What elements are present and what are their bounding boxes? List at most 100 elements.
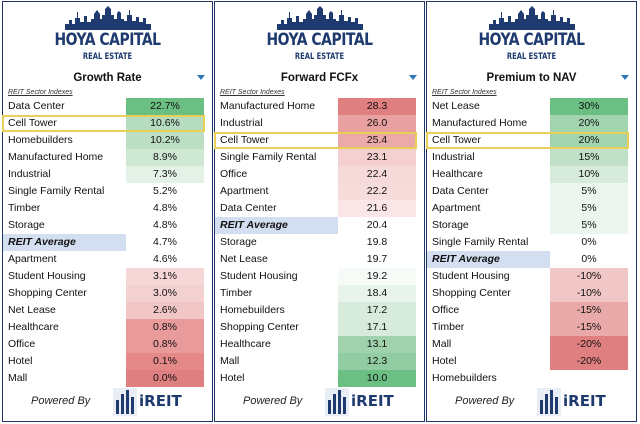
sector-value: -10% — [550, 268, 628, 285]
sector-name: Data Center — [432, 185, 489, 197]
sector-value: 0.8% — [126, 319, 204, 336]
sector-row: Healthcare 0.8% — [3, 319, 212, 336]
sector-value: 22.2 — [338, 183, 416, 200]
sector-value: 13.1 — [338, 336, 416, 353]
sector-row: Cell Tower 20% — [426, 132, 636, 149]
sector-name: Apartment — [8, 253, 57, 265]
sector-name: Cell Tower — [432, 134, 481, 146]
sector-value: 23.1 — [338, 149, 416, 166]
sector-value: -15% — [550, 319, 628, 336]
sector-row: Manufactured Home 28.3 — [215, 98, 424, 115]
sector-row: Data Center 5% — [427, 183, 636, 200]
sector-row: Storage 4.8% — [3, 217, 212, 234]
sector-name: Healthcare — [8, 321, 59, 333]
sector-value: 3.0% — [126, 285, 204, 302]
sector-value: 26.0 — [338, 115, 416, 132]
sector-value: 10.0 — [338, 370, 416, 387]
sector-name: Data Center — [220, 202, 277, 214]
sector-panel: HOYA CAPITAL REAL ESTATE Premium to NAV REI… — [426, 1, 637, 422]
ireit-building-icon — [113, 388, 137, 416]
sector-row: Timber 18.4 — [215, 285, 424, 302]
sector-name: Timber — [220, 287, 253, 299]
sector-row: Homebuilders 10.2% — [3, 132, 212, 149]
sector-name: Office — [8, 338, 36, 350]
powered-by-label: Powered By — [31, 395, 91, 407]
sector-name: Industrial — [8, 168, 51, 180]
sector-row: Industrial 7.3% — [3, 166, 212, 183]
sector-list: Net Lease 30% Manufactured Home 20% Cell Tow… — [426, 98, 636, 387]
reit-average-row: REIT Average 20.4 — [215, 217, 424, 234]
sector-value: 17.1 — [338, 319, 416, 336]
sector-value: 20.4 — [338, 217, 416, 234]
sector-name: Mall — [432, 338, 452, 350]
logo-main-text: HOYA CAPITAL — [266, 30, 373, 50]
sector-name: Cell Tower — [8, 117, 57, 129]
sector-row: Apartment 4.6% — [3, 251, 212, 268]
sector-list: Manufactured Home 28.3 Industrial 26.0 Cell … — [214, 98, 424, 387]
sector-row: Healthcare 13.1 — [215, 336, 424, 353]
sector-name: Manufactured Home — [220, 100, 316, 112]
sector-row: Mall 0.0% — [3, 370, 212, 387]
sector-row: Hotel 10.0 — [215, 370, 424, 387]
sector-value: 5% — [550, 200, 628, 217]
dropdown-arrow-icon[interactable] — [621, 75, 629, 80]
sector-row: Apartment 22.2 — [215, 183, 424, 200]
reit-average-row: REIT Average 0% — [427, 251, 636, 268]
sector-name: REIT Average — [3, 234, 126, 251]
sector-indexes-label: REIT Sector Indexes — [8, 89, 73, 96]
sector-name: REIT Average — [427, 251, 550, 268]
sector-row: Cell Tower 25.4 — [214, 132, 424, 149]
sector-row: Office 0.8% — [3, 336, 212, 353]
sector-value: 0% — [550, 234, 628, 251]
sector-value: 19.2 — [338, 268, 416, 285]
sector-row: Industrial 26.0 — [215, 115, 424, 132]
sector-value: -20% — [550, 353, 628, 370]
sector-row: Student Housing 3.1% — [3, 268, 212, 285]
sector-name: Manufactured Home — [432, 117, 528, 129]
sector-value: 4.8% — [126, 217, 204, 234]
sector-row: Data Center 22.7% — [3, 98, 212, 115]
sector-row: Manufactured Home 8.9% — [3, 149, 212, 166]
column-title: Growth Rate — [73, 72, 142, 84]
sector-row: Student Housing 19.2 — [215, 268, 424, 285]
sector-name: Healthcare — [432, 168, 483, 180]
powered-by-footer: Powered By iREIT — [215, 387, 424, 417]
sector-row: Storage 5% — [427, 217, 636, 234]
sector-value: 8.9% — [126, 149, 204, 166]
sector-name: Single Family Rental — [220, 151, 317, 163]
sector-name: Net Lease — [432, 100, 480, 112]
sector-name: Mall — [220, 355, 240, 367]
sector-row: Net Lease 2.6% — [3, 302, 212, 319]
hoya-capital-logo: HOYA CAPITAL REAL ESTATE — [427, 6, 636, 66]
sector-row: Homebuilders 17.2 — [215, 302, 424, 319]
sector-panel: HOYA CAPITAL REAL ESTATE Growth Rate REIT S… — [2, 1, 213, 422]
sector-name: Storage — [8, 219, 45, 231]
column-title: Forward FCFx — [280, 72, 359, 84]
reit-average-row: REIT Average 4.7% — [3, 234, 212, 251]
sector-value: 30% — [550, 98, 628, 115]
sector-name: Homebuilders — [8, 134, 73, 146]
sector-row: Single Family Rental 23.1 — [215, 149, 424, 166]
sector-value: 22.7% — [126, 98, 204, 115]
logo-main-text: HOYA CAPITAL — [478, 30, 585, 50]
sector-value: 5% — [550, 217, 628, 234]
sector-value: 5% — [550, 183, 628, 200]
sector-value: 10% — [550, 166, 628, 183]
sector-value: -20% — [550, 336, 628, 353]
sector-name: Industrial — [432, 151, 475, 163]
city-skyline-icon — [64, 6, 151, 30]
sector-value: 5.2% — [126, 183, 204, 200]
sector-name: Shopping Center — [220, 321, 299, 333]
ireit-logo-text: iREIT — [351, 392, 394, 410]
sector-name: Shopping Center — [8, 287, 87, 299]
sector-value: 2.6% — [126, 302, 204, 319]
dropdown-arrow-icon[interactable] — [197, 75, 205, 80]
logo-sub-text: REAL ESTATE — [294, 52, 345, 62]
dropdown-arrow-icon[interactable] — [409, 75, 417, 80]
sector-name: Data Center — [8, 100, 65, 112]
sector-row: Industrial 15% — [427, 149, 636, 166]
sector-row: Single Family Rental 0% — [427, 234, 636, 251]
sector-value: 10.2% — [126, 132, 204, 149]
sector-name: Office — [432, 304, 460, 316]
sector-row: Manufactured Home 20% — [427, 115, 636, 132]
